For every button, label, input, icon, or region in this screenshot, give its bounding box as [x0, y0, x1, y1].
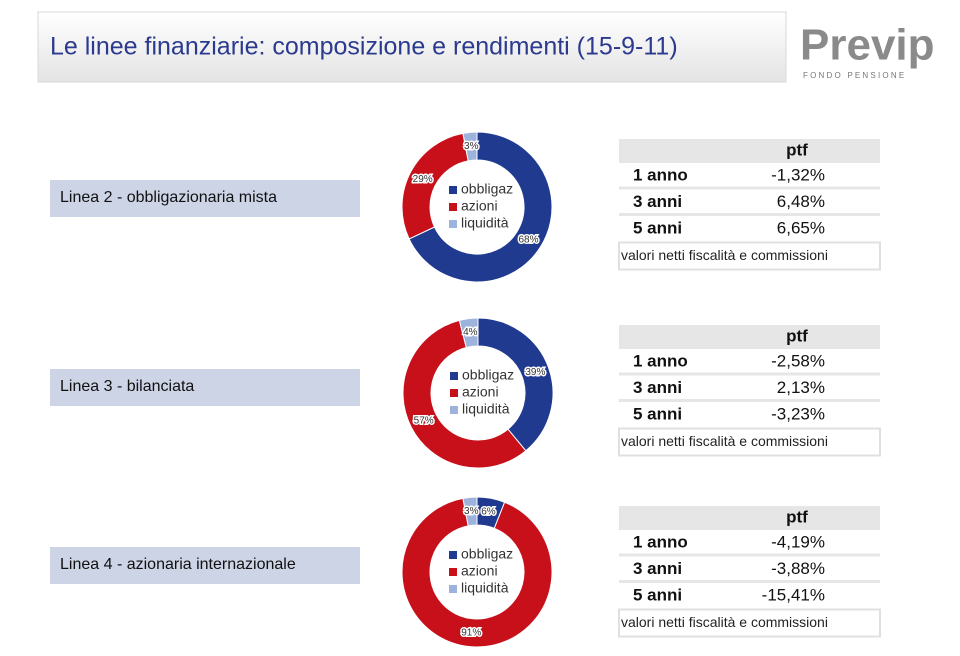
table-cell: 6,65% — [777, 218, 825, 237]
page-title: Le linee finanziarie: composizione e ren… — [50, 33, 678, 61]
table-header: ptf — [786, 507, 808, 526]
row-label-box — [50, 369, 360, 406]
table-row-sep — [619, 346, 880, 349]
legend-label: liquidità — [462, 401, 510, 417]
table-row-sep — [619, 372, 880, 376]
logo-subtitle: F O N D O P E N S I O N E — [803, 71, 904, 80]
table-row-sep — [619, 213, 880, 216]
legend-swatch — [449, 585, 457, 593]
table-header-cell — [619, 325, 880, 348]
legend-label: liquidità — [461, 215, 509, 231]
table-cell: -2,58% — [771, 351, 825, 370]
table-row-sep — [619, 527, 880, 530]
legend-label: liquidità — [461, 580, 509, 596]
table-cell: 3 anni — [633, 559, 682, 578]
table-row-sep — [619, 399, 880, 402]
data-label: 3% — [464, 141, 479, 152]
data-label: 91% — [461, 627, 481, 638]
legend-label: azioni — [462, 384, 499, 400]
legend-swatch — [449, 203, 457, 211]
legend-label: obbligaz — [461, 181, 513, 197]
donut-slice — [401, 497, 553, 648]
data-label: 68% — [518, 234, 538, 245]
logo: Previp — [800, 21, 935, 70]
table-row-sep — [619, 553, 880, 557]
table-header-cell — [619, 506, 880, 529]
table-cell: -1,32% — [771, 165, 825, 184]
row-label-box — [50, 547, 360, 584]
legend-swatch — [450, 406, 458, 414]
legend-label: azioni — [461, 198, 498, 214]
data-label: 3% — [464, 506, 479, 517]
table-note-box — [618, 241, 881, 271]
table-cell: 5 anni — [633, 585, 682, 604]
table-cell: -3,88% — [771, 559, 825, 578]
table-note: valori netti fiscalità e commissioni — [621, 247, 828, 263]
legend-swatch — [449, 568, 457, 576]
legend-swatch — [449, 551, 457, 559]
table-cell: 5 anni — [633, 218, 682, 237]
table-cell: -4,19% — [771, 532, 825, 551]
table-header: ptf — [786, 140, 808, 159]
donut-slice — [462, 496, 478, 527]
data-label: 39% — [525, 367, 545, 378]
data-label: 6% — [481, 507, 496, 518]
table-note-box — [618, 608, 881, 638]
table-cell: 6,48% — [777, 192, 825, 211]
table-cell: 5 anni — [633, 404, 682, 423]
legend-label: azioni — [461, 563, 498, 579]
legend-swatch — [449, 186, 457, 194]
table-row-sep — [619, 580, 880, 583]
data-label: 57% — [414, 415, 434, 426]
legend-swatch — [450, 372, 458, 380]
table-cell: 1 anno — [633, 532, 688, 551]
table-note-box — [618, 427, 881, 457]
donut-slice — [402, 319, 527, 469]
row-label-box — [50, 180, 360, 217]
table-header-cell — [619, 139, 880, 162]
table-note: valori netti fiscalità e commissioni — [621, 433, 828, 449]
title-bar — [37, 11, 787, 83]
legend-swatch — [449, 220, 457, 228]
table-cell: 1 anno — [633, 165, 688, 184]
data-label: 29% — [413, 174, 433, 185]
donut-slice — [462, 131, 478, 162]
row-label: Linea 3 - bilanciata — [60, 378, 194, 395]
donut-slice — [401, 132, 469, 240]
table-cell: -3,23% — [771, 404, 825, 423]
row-label: Linea 4 - azionaria internazionale — [60, 556, 296, 573]
data-label: 4% — [463, 327, 478, 338]
table-header: ptf — [786, 326, 808, 345]
table-note: valori netti fiscalità e commissioni — [621, 614, 828, 630]
donut-slice — [408, 131, 553, 283]
table-cell: 3 anni — [633, 192, 682, 211]
table-row-sep — [619, 160, 880, 163]
table-cell: 3 anni — [633, 378, 682, 397]
donut-slice — [458, 317, 479, 349]
legend-label: obbligaz — [462, 367, 514, 383]
legend-label: obbligaz — [461, 546, 513, 562]
row-label: Linea 2 - obbligazionaria mista — [60, 189, 277, 206]
table-cell: 2,13% — [777, 378, 825, 397]
table-cell: 1 anno — [633, 351, 688, 370]
table-row-sep — [619, 186, 880, 190]
table-cell: -15,41% — [762, 585, 825, 604]
donut-slice — [477, 317, 554, 452]
legend-swatch — [450, 389, 458, 397]
